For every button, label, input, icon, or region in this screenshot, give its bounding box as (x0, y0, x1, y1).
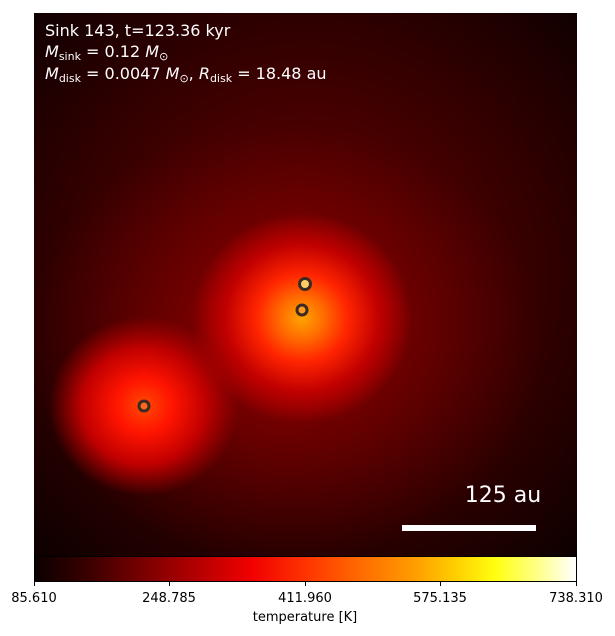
colorbar-tick-label: 575.135 (413, 591, 467, 606)
colorbar-label: temperature [K] (252, 610, 358, 625)
colorbar-tick-label: 411.960 (278, 591, 332, 606)
temperature-image (34, 13, 577, 556)
sink-marker-c (137, 399, 151, 413)
temperature-map: Sink 143, t=123.36 kyr Msink = 0.12 M⊙ M… (34, 13, 577, 556)
disk-mass-line: Mdisk = 0.0047 M⊙, Rdisk = 18.48 au (45, 64, 327, 85)
colorbar-tick-label: 85.610 (11, 591, 57, 606)
colorbar-tick (34, 582, 35, 586)
colorbar-tick (305, 582, 306, 586)
colorbar-tick-label: 738.310 (549, 591, 603, 606)
colorbar-tick (576, 582, 577, 586)
sink-mass-line: Msink = 0.12 M⊙ (45, 42, 169, 63)
sink-marker-b (295, 303, 309, 317)
title-line: Sink 143, t=123.36 kyr (45, 21, 231, 40)
colorbar (34, 556, 577, 582)
sink-marker-a (298, 277, 312, 291)
colorbar-tick-label: 248.785 (142, 591, 196, 606)
scale-bar (402, 525, 536, 531)
colorbar-tick (169, 582, 170, 586)
scale-bar-label: 125 au (464, 483, 542, 508)
colorbar-tick (440, 582, 441, 586)
